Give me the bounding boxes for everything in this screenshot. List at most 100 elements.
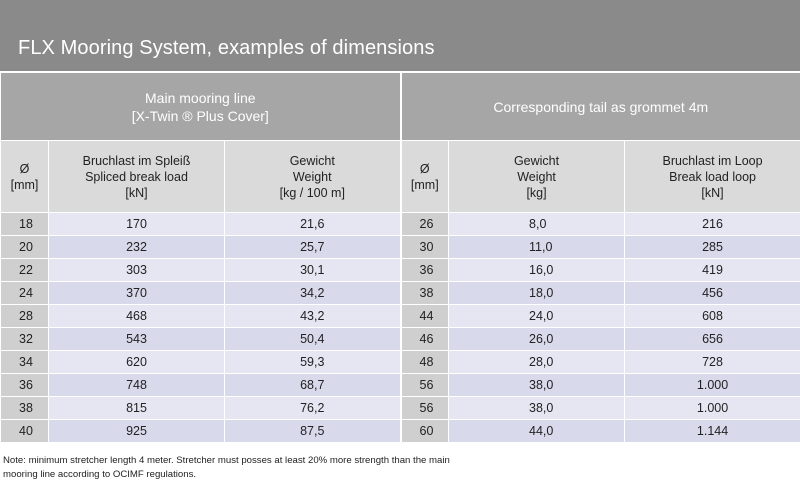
footnote: Note: minimum stretcher length 4 meter. … xyxy=(3,454,563,482)
col-unit: [kN] xyxy=(49,185,224,201)
table-row: 28 468 43,2 44 24,0 608 xyxy=(1,305,800,328)
tail-grommet-label: Corresponding tail as grommet 4m xyxy=(402,98,800,116)
col-label-en: Weight xyxy=(225,169,400,185)
col-diameter-main: Ø [mm] xyxy=(1,141,49,213)
col-weight-tail: Gewicht Weight [kg] xyxy=(449,141,625,213)
cell-diameter-tail: 56 xyxy=(401,397,449,420)
col-unit: [mm] xyxy=(402,177,449,193)
cell-break-load-loop: 1.000 xyxy=(625,374,800,397)
cell-diameter-tail: 36 xyxy=(401,259,449,282)
table-row: 38 815 76,2 56 38,0 1.000 xyxy=(1,397,800,420)
col-unit: [mm] xyxy=(1,177,48,193)
col-unit: [kg / 100 m] xyxy=(225,185,400,201)
cell-diameter-main: 18 xyxy=(1,213,49,236)
cell-spliced-break-load: 303 xyxy=(49,259,225,282)
cell-diameter-tail: 26 xyxy=(401,213,449,236)
cell-break-load-loop: 419 xyxy=(625,259,800,282)
cell-diameter-main: 36 xyxy=(1,374,49,397)
footnote-line: mooring line according to OCIMF regulati… xyxy=(3,468,563,482)
cell-diameter-main: 22 xyxy=(1,259,49,282)
col-label-en: Weight xyxy=(449,169,624,185)
col-label-en: Spliced break load xyxy=(49,169,224,185)
cell-weight-tail: 26,0 xyxy=(449,328,625,351)
col-spliced-break-load: Bruchlast im Spleiß Spliced break load [… xyxy=(49,141,225,213)
tail-grommet-header: Corresponding tail as grommet 4m xyxy=(401,73,800,141)
cell-weight-main: 21,6 xyxy=(225,213,401,236)
cell-diameter-tail: 46 xyxy=(401,328,449,351)
cell-weight-tail: 8,0 xyxy=(449,213,625,236)
table-row: 22 303 30,1 36 16,0 419 xyxy=(1,259,800,282)
cell-weight-tail: 11,0 xyxy=(449,236,625,259)
cell-spliced-break-load: 815 xyxy=(49,397,225,420)
main-mooring-line-label: Main mooring line xyxy=(1,89,400,107)
cell-diameter-main: 32 xyxy=(1,328,49,351)
col-label-de: Gewicht xyxy=(449,153,624,169)
cell-spliced-break-load: 170 xyxy=(49,213,225,236)
cell-spliced-break-load: 748 xyxy=(49,374,225,397)
table-row: 36 748 68,7 56 38,0 1.000 xyxy=(1,374,800,397)
cell-weight-main: 34,2 xyxy=(225,282,401,305)
cell-break-load-loop: 1.000 xyxy=(625,397,800,420)
cell-weight-tail: 18,0 xyxy=(449,282,625,305)
cell-diameter-tail: 38 xyxy=(401,282,449,305)
cell-weight-tail: 16,0 xyxy=(449,259,625,282)
cell-break-load-loop: 216 xyxy=(625,213,800,236)
title-bar: FLX Mooring System, examples of dimensio… xyxy=(0,0,800,72)
main-mooring-line-header: Main mooring line [X-Twin ® Plus Cover] xyxy=(1,73,401,141)
cell-weight-main: 50,4 xyxy=(225,328,401,351)
cell-weight-main: 25,7 xyxy=(225,236,401,259)
cell-break-load-loop: 1.144 xyxy=(625,420,800,443)
column-header-row: Ø [mm] Bruchlast im Spleiß Spliced break… xyxy=(1,141,800,213)
col-label-en: Break load loop xyxy=(625,169,800,185)
table-row: 20 232 25,7 30 11,0 285 xyxy=(1,236,800,259)
cell-weight-tail: 38,0 xyxy=(449,397,625,420)
cell-diameter-tail: 56 xyxy=(401,374,449,397)
col-label-de: Gewicht xyxy=(225,153,400,169)
cell-spliced-break-load: 370 xyxy=(49,282,225,305)
cell-weight-main: 76,2 xyxy=(225,397,401,420)
col-label: Ø xyxy=(1,161,48,177)
cell-weight-tail: 24,0 xyxy=(449,305,625,328)
col-label-de: Bruchlast im Loop xyxy=(625,153,800,169)
col-unit: [kg] xyxy=(449,185,624,201)
cell-spliced-break-load: 620 xyxy=(49,351,225,374)
cell-spliced-break-load: 543 xyxy=(49,328,225,351)
footnote-line: Note: minimum stretcher length 4 meter. … xyxy=(3,454,563,468)
cell-diameter-tail: 30 xyxy=(401,236,449,259)
cell-diameter-main: 24 xyxy=(1,282,49,305)
cell-diameter-main: 34 xyxy=(1,351,49,374)
table-row: 34 620 59,3 48 28,0 728 xyxy=(1,351,800,374)
cell-weight-main: 87,5 xyxy=(225,420,401,443)
dimensions-table: Main mooring line [X-Twin ® Plus Cover] … xyxy=(0,72,800,443)
col-break-load-loop: Bruchlast im Loop Break load loop [kN] xyxy=(625,141,800,213)
cell-spliced-break-load: 468 xyxy=(49,305,225,328)
cell-spliced-break-load: 925 xyxy=(49,420,225,443)
col-label: Ø xyxy=(402,161,449,177)
cell-break-load-loop: 608 xyxy=(625,305,800,328)
col-weight-main: Gewicht Weight [kg / 100 m] xyxy=(225,141,401,213)
cell-diameter-tail: 60 xyxy=(401,420,449,443)
cell-diameter-tail: 44 xyxy=(401,305,449,328)
cell-diameter-main: 38 xyxy=(1,397,49,420)
page-title: FLX Mooring System, examples of dimensio… xyxy=(18,37,435,60)
cell-spliced-break-load: 232 xyxy=(49,236,225,259)
cell-weight-main: 30,1 xyxy=(225,259,401,282)
cell-break-load-loop: 656 xyxy=(625,328,800,351)
cell-diameter-main: 28 xyxy=(1,305,49,328)
col-unit: [kN] xyxy=(625,185,800,201)
cell-weight-main: 68,7 xyxy=(225,374,401,397)
cell-weight-tail: 38,0 xyxy=(449,374,625,397)
col-label-de: Bruchlast im Spleiß xyxy=(49,153,224,169)
cell-diameter-main: 40 xyxy=(1,420,49,443)
cell-diameter-tail: 48 xyxy=(401,351,449,374)
main-mooring-line-product: [X-Twin ® Plus Cover] xyxy=(1,107,400,125)
cell-weight-main: 59,3 xyxy=(225,351,401,374)
table-row: 40 925 87,5 60 44,0 1.144 xyxy=(1,420,800,443)
table-row: 18 170 21,6 26 8,0 216 xyxy=(1,213,800,236)
cell-weight-tail: 44,0 xyxy=(449,420,625,443)
cell-weight-main: 43,2 xyxy=(225,305,401,328)
table-row: 24 370 34,2 38 18,0 456 xyxy=(1,282,800,305)
col-diameter-tail: Ø [mm] xyxy=(401,141,449,213)
cell-weight-tail: 28,0 xyxy=(449,351,625,374)
table-row: 32 543 50,4 46 26,0 656 xyxy=(1,328,800,351)
